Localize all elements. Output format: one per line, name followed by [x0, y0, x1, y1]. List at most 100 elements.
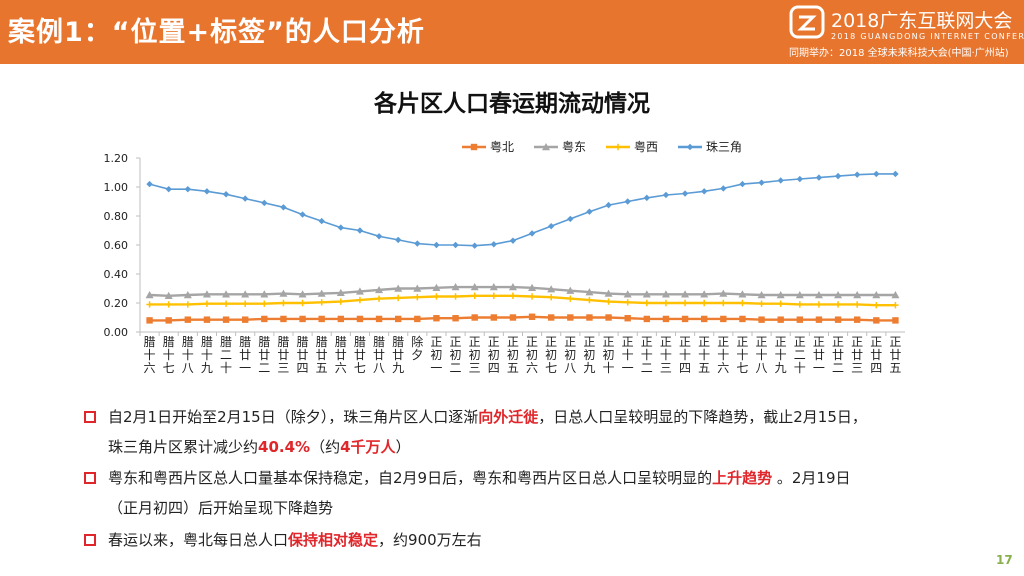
x-tick-label: 正廿五 — [889, 335, 901, 375]
data-point — [700, 290, 709, 298]
highlight-text: 40.4% — [258, 438, 311, 456]
x-tick-label: 腊十八 — [182, 335, 194, 375]
x-tick-label: 腊廿四 — [297, 335, 309, 375]
data-point — [834, 301, 842, 308]
data-point — [528, 283, 537, 291]
x-tick-label: 腊廿一 — [239, 335, 251, 375]
data-point — [146, 180, 153, 188]
data-point — [834, 291, 843, 299]
data-point — [145, 291, 154, 299]
data-point — [528, 230, 536, 237]
data-point — [758, 300, 765, 307]
series-line-粤东 — [149, 285, 896, 298]
data-point — [700, 299, 708, 307]
data-point — [834, 172, 842, 180]
data-point — [433, 315, 440, 322]
data-point — [566, 286, 575, 294]
data-point — [681, 299, 689, 307]
data-point — [739, 315, 746, 323]
bullet-line: 自2月1日开始至2月15日（除夕），珠三角片区人口逐渐向外迁徙，日总人口呈较明显… — [108, 406, 867, 427]
data-point — [489, 283, 498, 291]
data-point — [317, 289, 326, 297]
data-point — [891, 291, 900, 299]
data-point — [605, 314, 612, 321]
data-point — [222, 300, 230, 307]
data-point — [814, 291, 823, 299]
data-point — [356, 315, 364, 323]
data-point — [643, 299, 651, 307]
data-point — [624, 299, 631, 306]
data-point — [614, 143, 622, 151]
data-point — [547, 314, 555, 321]
slide-title: 案例1：“位置+标签”的人口分析 — [8, 17, 425, 48]
x-tick-label: 腊廿六 — [335, 335, 347, 375]
data-point — [203, 300, 211, 307]
data-point — [547, 294, 555, 301]
y-tick-label: 1.00 — [104, 181, 129, 194]
x-tick-label: 正十三 — [660, 335, 672, 375]
data-point — [815, 301, 823, 308]
data-point — [662, 315, 670, 323]
data-point — [872, 291, 881, 299]
data-point — [298, 290, 307, 298]
data-point — [165, 301, 172, 308]
x-tick-label: 正十五 — [698, 335, 710, 375]
data-point — [471, 292, 478, 299]
bullet-text: 春运以来，粤北每日总人口 — [108, 531, 289, 549]
conference-logo-icon — [789, 5, 825, 39]
x-tick-label: 正二十 — [794, 335, 806, 375]
data-point — [681, 290, 690, 298]
x-tick-label: 正十二 — [641, 335, 653, 375]
x-tick-label: 正廿四 — [870, 335, 882, 375]
data-point — [585, 288, 594, 296]
data-point — [414, 240, 421, 247]
data-point — [643, 194, 651, 202]
data-point — [184, 301, 192, 308]
data-point — [318, 315, 325, 323]
data-point — [451, 283, 460, 291]
data-point — [356, 227, 364, 234]
data-point — [452, 315, 459, 322]
x-tick-label: 腊二十 — [220, 335, 232, 375]
data-point — [452, 241, 459, 249]
conference-subtitle: 2018 GUANGDONG INTERNET CONFERENCE — [831, 32, 1024, 41]
data-point — [719, 289, 728, 297]
data-point — [241, 195, 249, 202]
bullet-text: （约 — [310, 438, 341, 456]
data-point — [873, 170, 880, 178]
data-point — [470, 283, 479, 291]
data-point — [777, 177, 784, 184]
bullet-line: 粤东和粤西片区总人口量基本保持稳定，自2月9日后，粤东和粤西片区日总人口呈较明显… — [108, 467, 851, 488]
data-point — [873, 317, 880, 324]
data-point — [892, 170, 899, 178]
x-tick-label: 腊廿八 — [373, 335, 385, 375]
x-tick-label: 正廿一 — [813, 335, 825, 375]
data-point — [394, 315, 402, 323]
bullet-square-icon — [84, 472, 96, 484]
data-point — [299, 315, 306, 323]
bullet-text: ，日总人口呈较明显的下降趋势，截止2月15日， — [538, 408, 867, 426]
data-point — [662, 299, 670, 307]
x-tick-label: 腊十七 — [163, 335, 175, 375]
data-point — [567, 215, 574, 223]
data-point — [471, 314, 478, 321]
x-tick-label: 正初二 — [450, 335, 462, 375]
data-point — [164, 291, 173, 299]
data-point — [815, 174, 823, 181]
x-tick-label: 正初七 — [545, 335, 557, 375]
data-point — [758, 179, 765, 186]
data-point — [433, 241, 440, 249]
data-point — [586, 296, 593, 304]
data-point — [280, 204, 287, 211]
data-point — [853, 316, 861, 323]
data-point — [873, 301, 880, 309]
data-point — [757, 291, 766, 299]
x-tick-label: 正初三 — [469, 335, 481, 375]
data-point — [605, 298, 612, 305]
data-point — [643, 315, 651, 323]
data-point — [739, 180, 746, 188]
data-point — [414, 315, 421, 323]
data-point — [528, 313, 536, 320]
data-point — [184, 316, 192, 323]
y-tick-label: 0.80 — [104, 210, 129, 223]
